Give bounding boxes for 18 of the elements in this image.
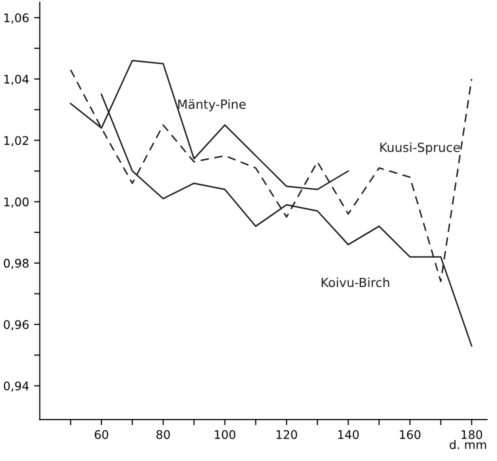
y-tick-label: 0,94 [4,381,29,392]
y-tick-label: 1,06 [4,13,29,24]
x-tick-label: 180 [462,430,482,440]
y-tick-label: 1,02 [4,136,28,146]
y-tick-label: 0,96 [4,320,29,330]
x-tick-label: 140 [338,430,359,440]
y-tick-label: 1,00 [4,197,29,208]
x-axis-title: d. mm [450,440,486,450]
x-tick-label: 60 [94,430,108,440]
x-tick-label: 100 [214,430,236,440]
series-label: Kuusi-Spruce [380,142,460,154]
x-tick-label: 160 [400,430,420,440]
y-tick-label: 0,98 [4,258,29,269]
series-label: Mänty-Pine [178,99,246,112]
text: Koivu-Birch [322,277,390,288]
x-tick-label: 120 [276,430,298,440]
x-tick-label: 80 [156,430,170,440]
y-tick-label: 1,04 [4,74,29,85]
